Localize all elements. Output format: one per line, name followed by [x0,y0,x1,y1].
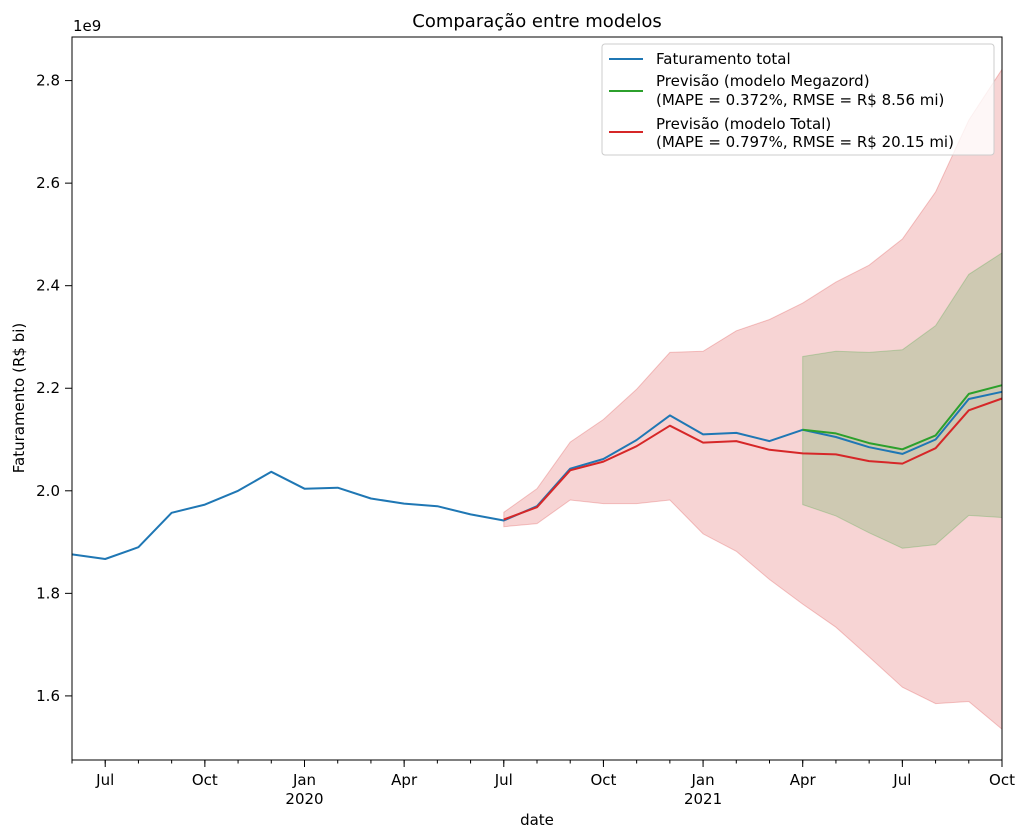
x-tick-label: Jul [892,771,911,789]
y-axis: 1.6 1.8 2.0 2.2 2.4 2.6 2.8 [36,72,72,705]
legend-label-actual: Faturamento total [656,50,791,68]
confidence-bands [503,67,1003,731]
y-tick-label: 2.8 [36,72,60,90]
y-axis-title: Faturamento (R$ bi) [10,323,28,474]
x-tick-label: Apr [391,771,418,789]
line-previsao-megazord [802,384,1003,451]
x-tick-label: Oct [590,771,616,789]
x-tick-label: Jan [691,771,715,789]
y-tick-label: 1.6 [36,687,60,705]
x-tick-label: Oct [989,771,1015,789]
legend-label-total: Previsão (modelo Total) [656,115,831,133]
x-tick-year-label: 2020 [285,790,323,808]
x-tick-label: Oct [192,771,218,789]
y-tick-label: 2.2 [36,379,60,397]
legend-label-megazord: Previsão (modelo Megazord) [656,72,870,90]
x-tick-label: Jul [494,771,513,789]
x-tick-label: Jul [95,771,114,789]
y-tick-label: 2.0 [36,482,60,500]
legend: Faturamento total Previsão (modelo Megaz… [601,43,995,156]
y-tick-label: 2.6 [36,174,60,192]
legend-label-megazord-metrics: (MAPE = 0.372%, RMSE = R$ 8.56 mi) [656,91,944,109]
legend-label-total-metrics: (MAPE = 0.797%, RMSE = R$ 20.15 mi) [656,133,954,151]
y-tick-label: 2.4 [36,277,60,295]
y-offset-label: 1e9 [73,17,101,35]
chart-title: Comparação entre modelos [412,11,661,32]
x-axis-title: date [520,811,554,829]
x-tick-label: Apr [790,771,817,789]
series-lines [71,384,1003,560]
x-tick-label: Jan [292,771,316,789]
x-tick-year-label: 2021 [684,790,722,808]
y-tick-label: 1.8 [36,584,60,602]
legend-box [601,43,995,156]
line-previsao-total [503,397,1003,521]
